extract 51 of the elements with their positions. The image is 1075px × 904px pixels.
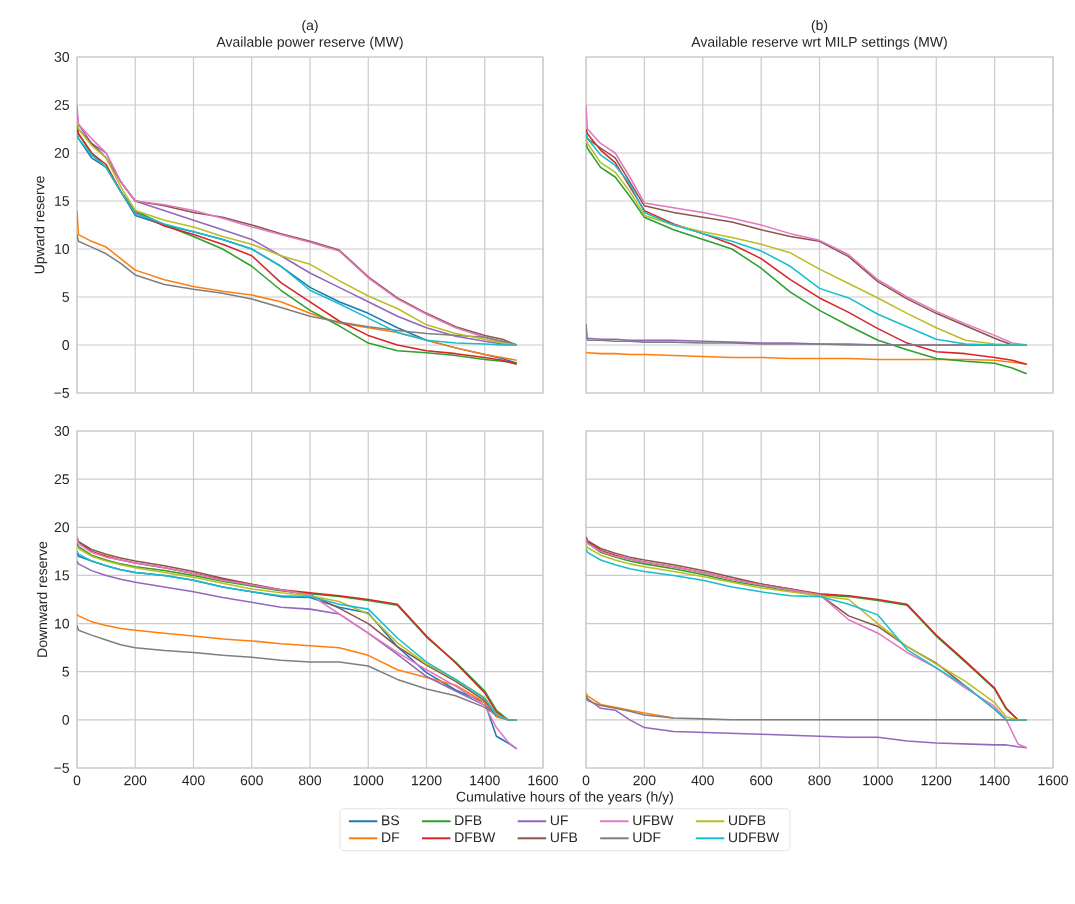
- x-tick-label: 1600: [528, 775, 559, 786]
- x-tick-label: 400: [182, 775, 205, 786]
- y-tick-label: 20: [54, 148, 70, 158]
- y-tick-label: −5: [54, 763, 70, 773]
- x-tick-label: 0: [73, 775, 81, 786]
- y-tick-label: 25: [54, 474, 70, 485]
- chart-subtitle: Available reserve wrt MILP settings (MW): [691, 36, 947, 50]
- legend-label: DFBW: [455, 832, 496, 843]
- x-tick-label: 800: [808, 775, 831, 786]
- x-tick-label: 1200: [412, 775, 442, 786]
- legend-label: UFB: [550, 832, 578, 843]
- y-tick-label: 10: [55, 244, 70, 254]
- x-tick-label: 600: [240, 775, 263, 786]
- y-tick-label: 15: [55, 570, 70, 581]
- y-tick-label: 5: [62, 666, 70, 677]
- y-tick-label: 30: [54, 426, 70, 436]
- x-tick-label: 0: [582, 775, 590, 786]
- legend-label: DFB: [455, 815, 482, 826]
- legend-label: UF: [550, 815, 568, 826]
- x-tick-label: 600: [750, 775, 773, 786]
- y-tick-label: −5: [54, 388, 70, 398]
- legend-label: UDF: [633, 832, 661, 843]
- x-tick-label: 200: [633, 775, 656, 786]
- x-tick-label: 1600: [1038, 775, 1069, 786]
- y-tick-label: 15: [55, 196, 70, 206]
- y-tick-label: 30: [54, 52, 70, 62]
- y-tick-label: 10: [55, 618, 70, 629]
- y-tick-label: 5: [62, 292, 70, 302]
- x-tick-label: 1400: [470, 775, 500, 786]
- x-tick-label: 800: [298, 775, 322, 786]
- x-axis-title: Cumulative hours of the years (h/y): [456, 791, 673, 805]
- x-tick-label: 200: [124, 775, 147, 786]
- y-axis-title: Downward reserve: [36, 541, 48, 657]
- y-axis-title: Upward reserve: [34, 176, 48, 274]
- legend-label: DF: [382, 832, 400, 843]
- chart-subtitle: Available power reserve (MW): [216, 36, 403, 50]
- chart-title: (a): [302, 19, 318, 33]
- chart-title: (b): [811, 19, 828, 33]
- x-tick-label: 400: [691, 775, 714, 786]
- x-tick-label: 1000: [863, 775, 893, 786]
- legend-label: BS: [382, 815, 400, 826]
- y-tick-label: 20: [54, 522, 70, 533]
- x-tick-label: 1200: [921, 775, 952, 786]
- legend-label: UDFB: [729, 815, 766, 826]
- legend-label: UDFBW: [729, 832, 780, 843]
- y-tick-label: 0: [62, 340, 70, 350]
- y-tick-label: 0: [62, 714, 70, 725]
- x-tick-label: 1000: [353, 775, 384, 786]
- x-tick-label: 1400: [980, 775, 1010, 786]
- y-tick-label: 25: [54, 100, 70, 110]
- legend-label: UFBW: [633, 815, 674, 826]
